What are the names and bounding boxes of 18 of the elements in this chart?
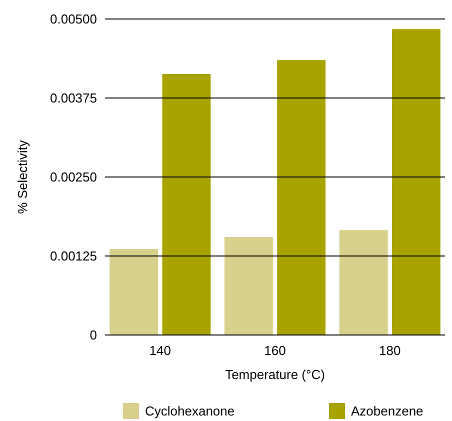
bar bbox=[224, 237, 273, 335]
y-tick-label: 0.00250 bbox=[50, 170, 97, 185]
y-tick-label: 0 bbox=[90, 328, 97, 343]
bar bbox=[392, 29, 440, 335]
y-tick-label: 0.00375 bbox=[50, 90, 97, 106]
bar bbox=[339, 230, 388, 335]
bar bbox=[277, 60, 326, 335]
y-axis-title: % Selectivity bbox=[15, 140, 30, 214]
y-tick-label: 0.00500 bbox=[50, 12, 97, 27]
x-axis-title: Temperature (°C) bbox=[225, 367, 325, 382]
bar bbox=[162, 74, 211, 335]
legend-label: Azobenzene bbox=[351, 404, 424, 419]
x-tick-label: 140 bbox=[149, 343, 171, 358]
x-tick-label: 160 bbox=[264, 343, 286, 358]
legend-label: Cyclohexanone bbox=[145, 404, 235, 419]
x-tick-label: 180 bbox=[379, 343, 401, 358]
y-tick-label: 0.00125 bbox=[50, 248, 97, 264]
bar bbox=[110, 249, 158, 335]
